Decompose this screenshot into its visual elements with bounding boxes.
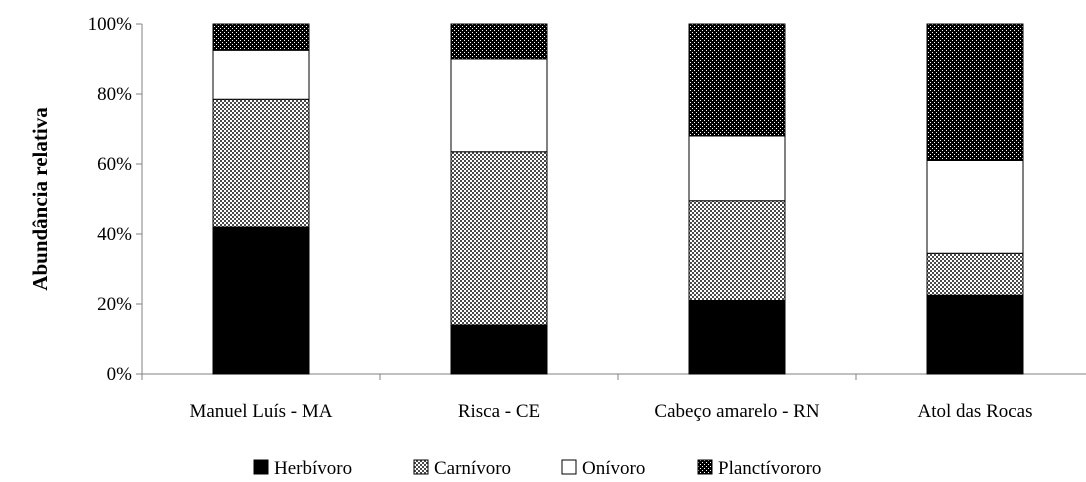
legend-swatch [253,459,269,475]
legend-swatch [561,459,577,475]
bar-herbivoro [450,324,548,375]
bar-onivoro [688,135,786,202]
bar-carnivoro [212,98,310,228]
y-axis-title: Abundância relativa [28,107,52,291]
y-tick-label: 20% [97,294,132,315]
x-category-label: Atol das Rocas [917,401,1032,422]
y-tick-label: 60% [97,154,132,175]
bar-onivoro [212,49,310,100]
bar-carnivoro [926,252,1024,296]
bar-planctivoro [450,23,548,60]
bar-carnivoro [450,151,548,326]
legend-swatch [413,459,429,475]
legend-label: Herbívoro [274,458,352,479]
legend-label: Onívoro [582,458,645,479]
bar-carnivoro [688,200,786,301]
legend-label: Planctívororo [718,458,821,479]
legend-label: Carnívoro [434,458,511,479]
bar-herbivoro [688,300,786,375]
bar-planctivoro [926,23,1024,161]
x-category-label: Cabeço amarelo - RN [654,401,819,422]
legend-swatch [697,459,713,475]
bar-planctivoro [688,23,786,137]
y-tick-label: 0% [107,364,133,385]
y-tick-label: 40% [97,224,132,245]
bar-onivoro [926,160,1024,254]
bar-onivoro [450,58,548,153]
bar-planctivoro [212,23,310,51]
y-tick-label: 80% [97,84,132,105]
x-category-label: Manuel Luís - MA [189,401,332,422]
y-tick-label: 100% [88,14,133,35]
x-category-label: Risca - CE [458,401,540,422]
bar-herbivoro [926,294,1024,375]
bar-herbivoro [212,226,310,375]
